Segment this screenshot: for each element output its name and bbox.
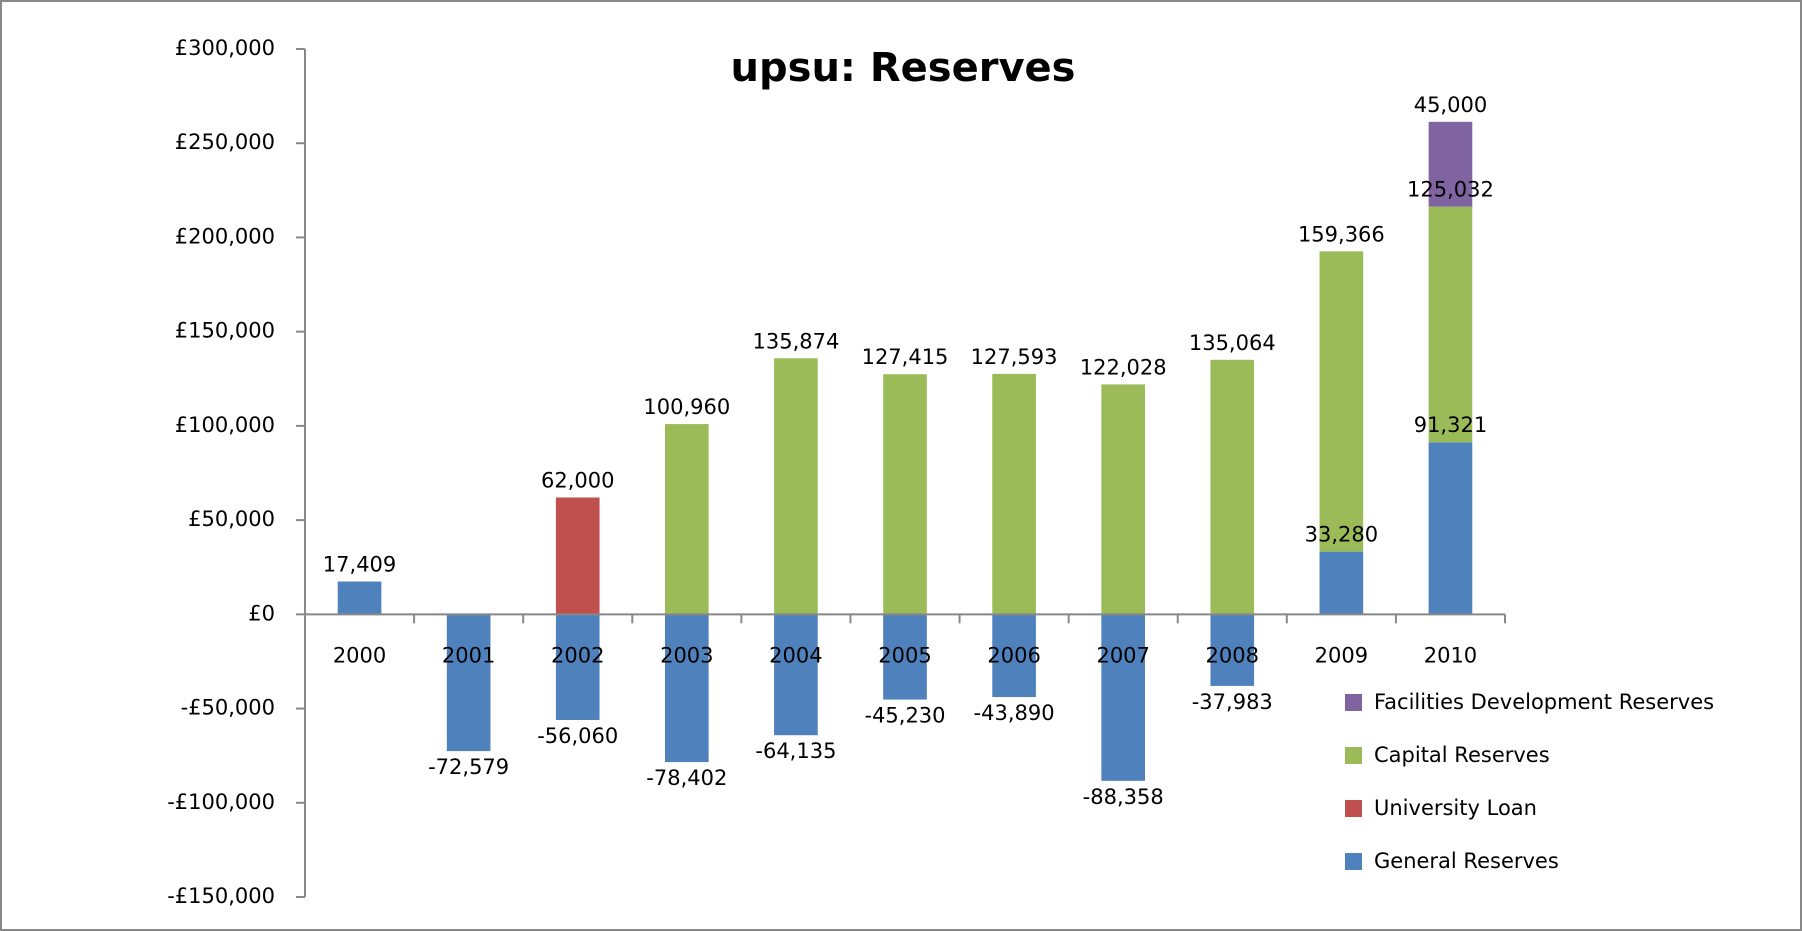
x-tick-label: 2009	[1315, 643, 1368, 667]
y-tick-label: £200,000	[175, 224, 275, 248]
bar	[1210, 359, 1255, 615]
data-label: 135,064	[1189, 331, 1276, 355]
data-label: -56,060	[537, 724, 618, 748]
bar	[992, 373, 1036, 615]
bar	[1319, 551, 1364, 615]
bar	[1428, 442, 1473, 615]
x-tick-label: 2007	[1096, 643, 1149, 667]
bar	[337, 581, 382, 615]
bar	[555, 614, 600, 720]
y-tick-label: £100,000	[175, 413, 275, 437]
x-tick-label: 2003	[660, 643, 713, 667]
data-label: 17,409	[323, 553, 396, 577]
x-tick-label: 2005	[878, 643, 931, 667]
y-tick-label: £50,000	[188, 507, 275, 531]
data-label: 127,593	[971, 345, 1058, 369]
data-label: -72,579	[428, 755, 509, 779]
data-label: 33,280	[1305, 523, 1378, 547]
chart-title: upsu: Reserves	[731, 45, 1076, 91]
x-tick-label: 2000	[333, 643, 386, 667]
legend-label: Capital Reserves	[1374, 743, 1550, 767]
x-tick-label: 2006	[987, 643, 1040, 667]
y-tick-label: -£100,000	[167, 790, 275, 814]
bar	[883, 614, 927, 700]
data-label: -37,983	[1192, 690, 1273, 714]
legend-swatch	[1345, 853, 1362, 870]
data-label: -45,230	[864, 704, 945, 728]
bar	[1210, 614, 1255, 686]
y-tick-label: £250,000	[175, 130, 275, 154]
bar	[1101, 384, 1145, 615]
legend-label: University Loan	[1374, 796, 1537, 820]
bar	[1428, 206, 1473, 443]
x-tick-label: 2010	[1424, 643, 1477, 667]
data-label: 159,366	[1298, 222, 1385, 246]
y-tick-label: £150,000	[175, 319, 275, 343]
x-tick-label: 2008	[1206, 643, 1259, 667]
bar	[992, 614, 1036, 698]
legend-swatch	[1345, 747, 1362, 764]
data-label: 127,415	[862, 345, 949, 369]
legend-label: Facilities Development Reserves	[1374, 690, 1714, 714]
data-label: 125,032	[1407, 178, 1494, 202]
data-label: 62,000	[541, 468, 614, 492]
y-tick-label: £0	[248, 601, 275, 625]
bar	[446, 614, 491, 752]
data-label: 135,874	[752, 329, 839, 353]
bar	[774, 358, 818, 615]
data-label: -43,890	[974, 701, 1055, 725]
legend-swatch	[1345, 800, 1362, 817]
bar	[1428, 121, 1473, 207]
bar	[774, 614, 818, 736]
bar	[665, 424, 709, 615]
bar	[1319, 251, 1364, 552]
y-tick-label: £300,000	[175, 36, 275, 60]
x-tick-label: 2004	[769, 643, 822, 667]
bar	[1101, 614, 1145, 781]
data-label: 91,321	[1414, 413, 1487, 437]
x-tick-label: 2002	[551, 643, 604, 667]
data-label: -78,402	[646, 766, 727, 790]
bar	[665, 614, 709, 763]
legend-label: General Reserves	[1374, 849, 1559, 873]
y-tick-label: -£50,000	[181, 696, 275, 720]
data-label: -88,358	[1083, 785, 1164, 809]
data-label: 45,000	[1414, 93, 1487, 117]
bar	[883, 374, 927, 615]
legend-swatch	[1345, 694, 1362, 711]
bar	[555, 497, 600, 615]
x-tick-label: 2001	[442, 643, 495, 667]
data-label: 100,960	[643, 395, 730, 419]
data-label: 122,028	[1080, 355, 1167, 379]
y-tick-label: -£150,000	[167, 884, 275, 908]
data-label: -64,135	[755, 739, 836, 763]
